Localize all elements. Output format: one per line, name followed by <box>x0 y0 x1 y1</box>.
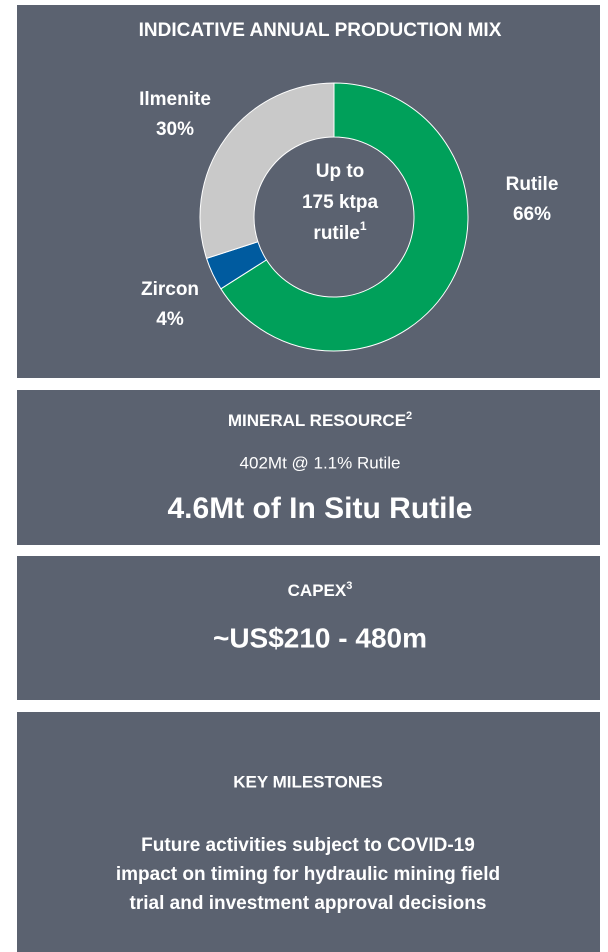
slice <box>199 82 335 260</box>
grade: 402Mt @ 1.1% Rutile <box>240 453 401 472</box>
center-text: 175 ktpa <box>302 192 378 213</box>
panel <box>17 390 600 545</box>
body-text: impact on timing for hydraulic mining fi… <box>116 864 500 885</box>
center-text: rutile1 <box>313 219 366 244</box>
section-title: MINERAL RESOURCE2 <box>228 410 412 431</box>
chart-title: INDICATIVE ANNUAL PRODUCTION MIX <box>139 20 502 41</box>
section-title: CAPEX3 <box>288 580 353 601</box>
slice-label: Ilmenite <box>139 89 211 110</box>
panel <box>17 712 600 952</box>
footnote: 3 <box>346 580 352 592</box>
section-title: MINERAL RESOURCE <box>228 411 406 430</box>
value-label: 30% <box>156 119 194 140</box>
footnote: 2 <box>406 410 412 422</box>
slice <box>220 82 469 352</box>
panel <box>17 556 600 700</box>
value-label: 4% <box>156 309 184 330</box>
body-text: trial and investment approval decisions <box>130 893 487 914</box>
body-text: Future activities subject to COVID-19 <box>141 835 475 856</box>
center-text: Up to <box>316 161 365 182</box>
value-label: 66% <box>513 204 551 225</box>
section-title: KEY MILESTONES <box>233 772 383 791</box>
donut <box>199 82 469 352</box>
section-title: CAPEX <box>288 581 347 600</box>
slice-label: Zircon <box>141 279 199 300</box>
center-text: rutile <box>313 223 359 244</box>
slice-label: Rutile <box>506 174 559 195</box>
footnote: 1 <box>360 219 367 233</box>
headline: ~US$210 - 480m <box>213 622 427 653</box>
headline: 4.6Mt of In Situ Rutile <box>168 492 473 525</box>
